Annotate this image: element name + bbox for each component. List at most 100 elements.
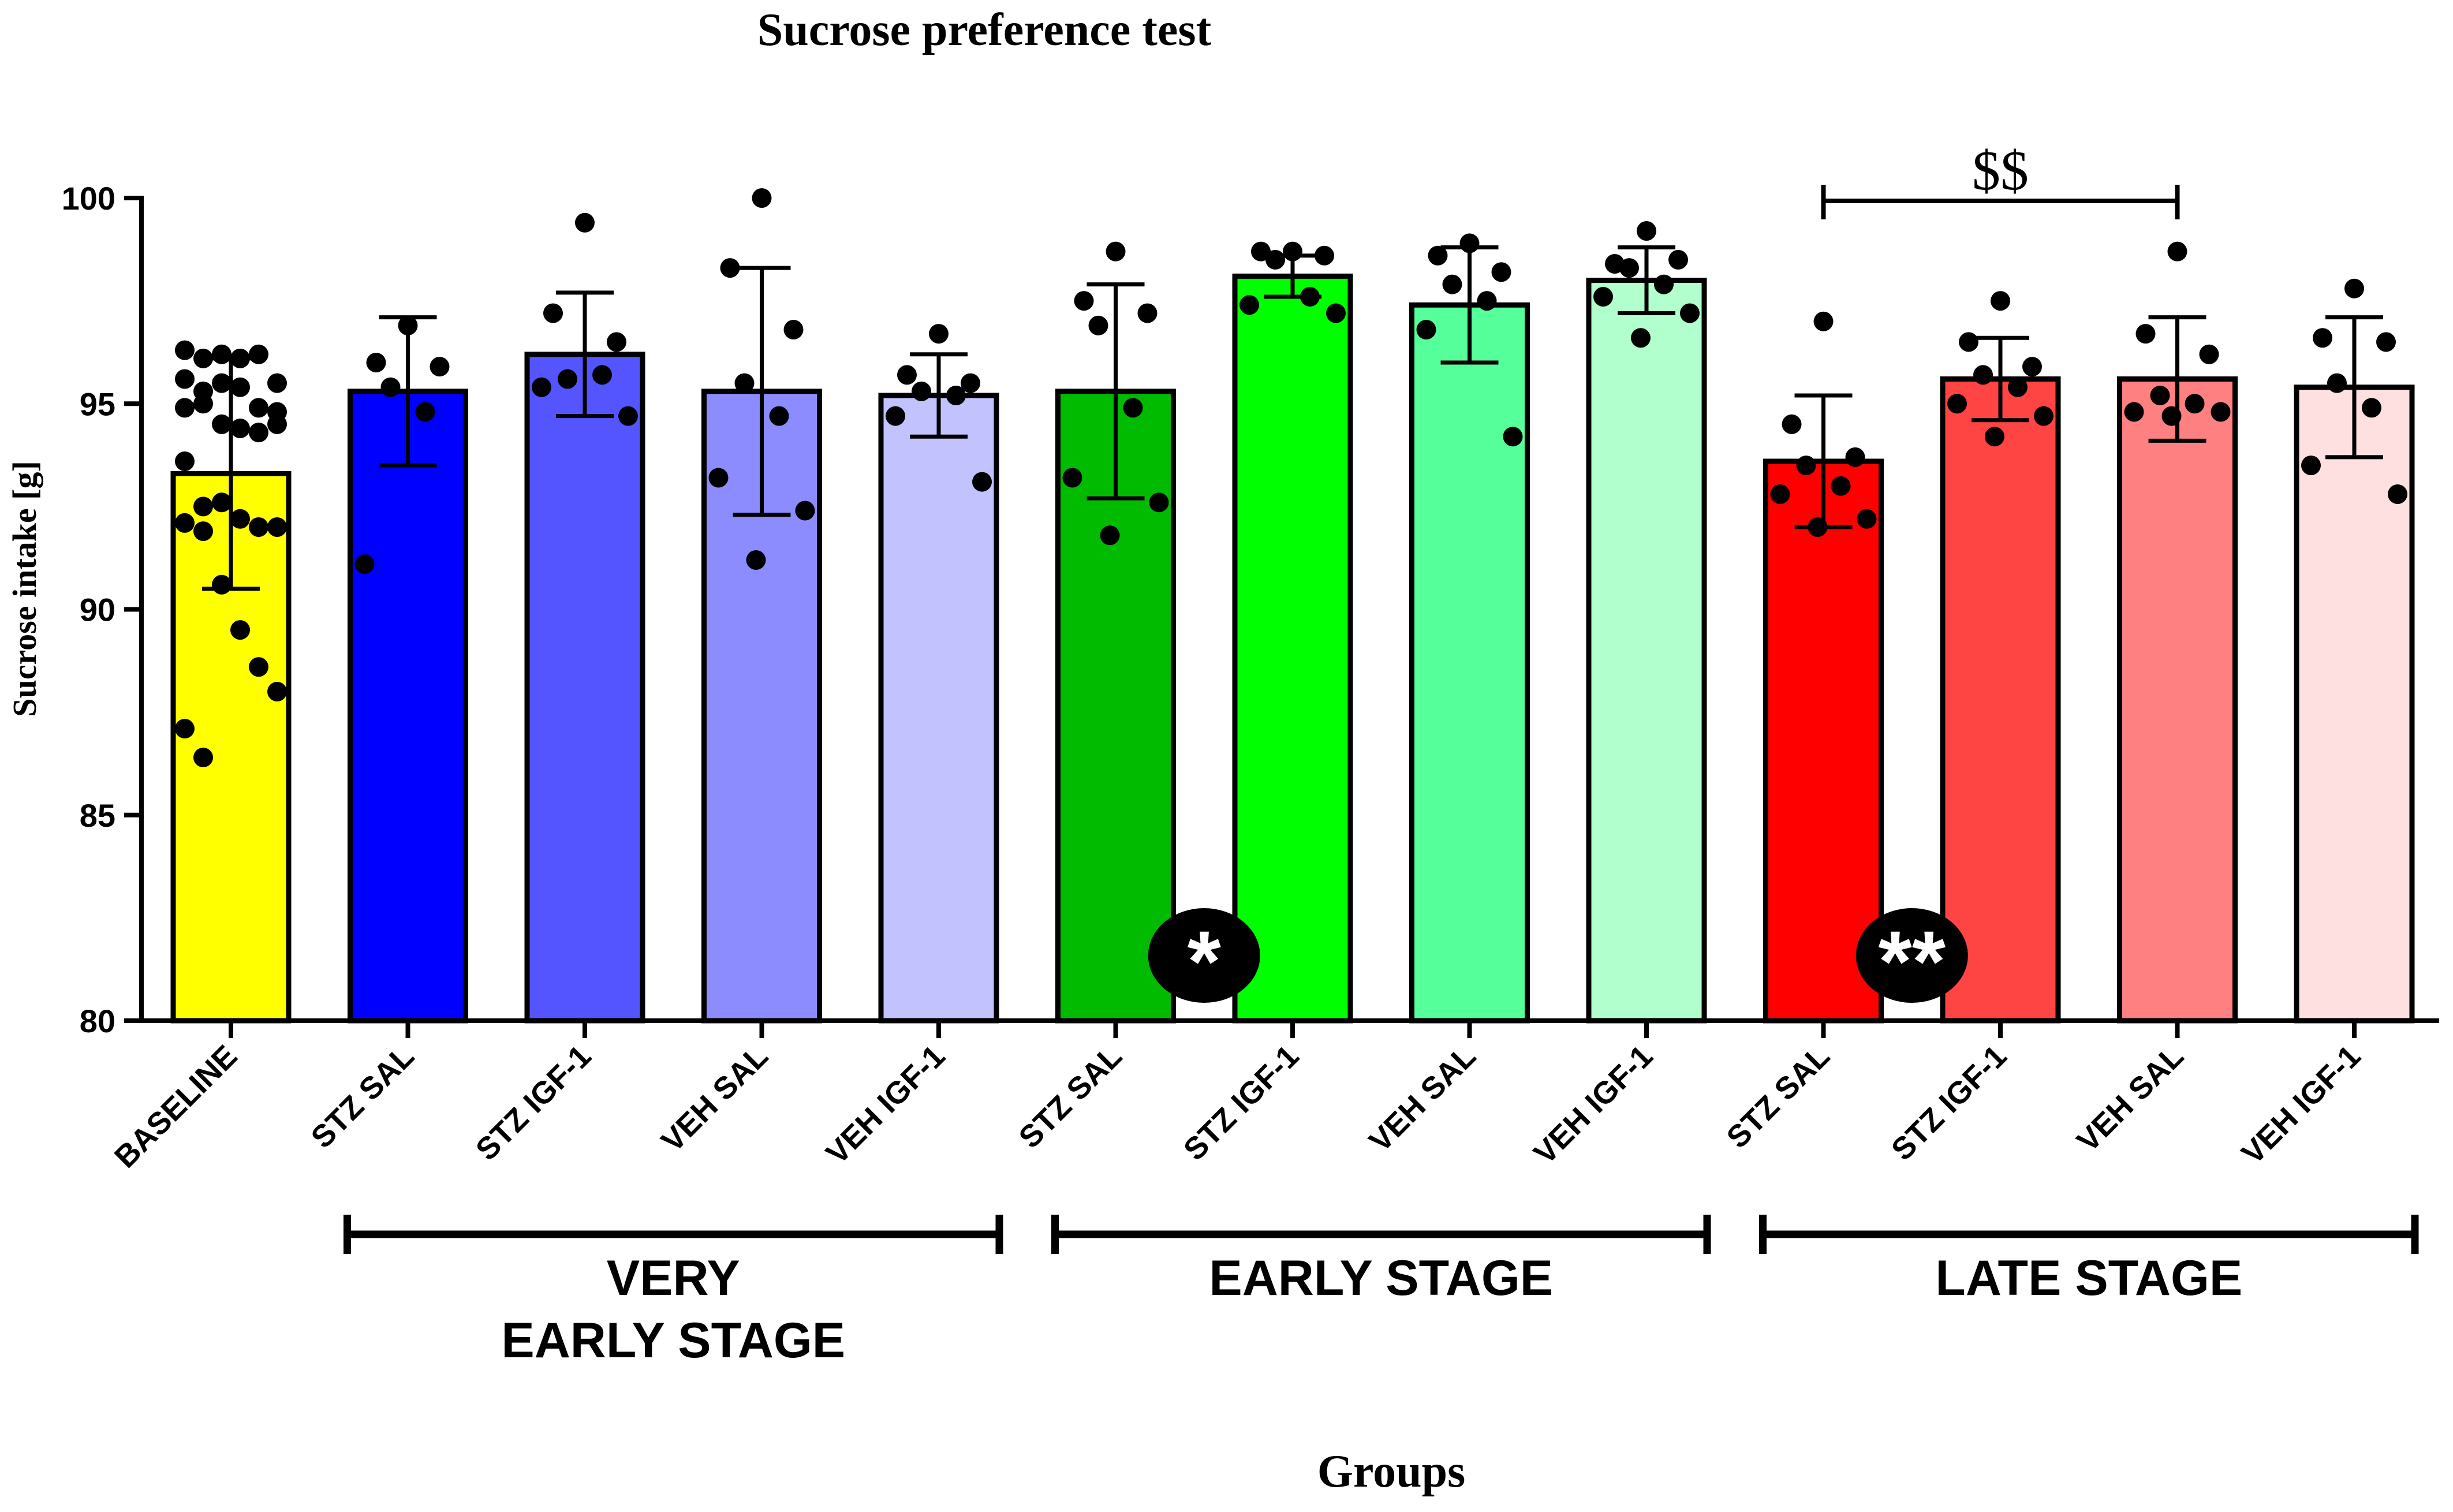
x-tick-label-1: STZ SAL (304, 1039, 421, 1155)
data-point-12-6 (2388, 484, 2407, 504)
data-point-0-14 (212, 414, 232, 434)
data-point-4-1 (897, 365, 917, 385)
data-point-7-3 (1442, 274, 1462, 294)
data-point-2-6 (618, 406, 638, 426)
data-point-0-5 (267, 373, 287, 393)
data-point-0-29 (267, 682, 287, 701)
comparison-label-2: $$ (1972, 140, 2029, 202)
group-label-2-0: LATE STAGE (1935, 1250, 2242, 1306)
data-point-9-4 (1831, 476, 1851, 496)
data-point-11-6 (2211, 402, 2231, 422)
x-tick-label-7: VEH SAL (1362, 1039, 1483, 1159)
data-point-11-4 (2185, 394, 2205, 414)
data-point-0-15 (230, 419, 250, 438)
data-point-12-3 (2327, 373, 2347, 393)
data-point-8-5 (1593, 287, 1613, 307)
plot-area: 80 85 90 95 100 BASELINE STZ SAL STZ IGF-1 VEH S… (62, 140, 2439, 1368)
data-point-0-28 (249, 657, 268, 677)
data-point-1-3 (380, 377, 401, 397)
data-point-4-3 (912, 381, 931, 401)
data-point-9-5 (1770, 484, 1790, 504)
data-point-10-4 (2008, 377, 2028, 397)
data-point-6-0 (1283, 241, 1302, 262)
data-point-8-3 (1619, 258, 1639, 278)
y-tick-label-100: 100 (62, 180, 115, 216)
data-point-5-3 (1088, 315, 1108, 335)
significance-marker-text-1: ** (1878, 913, 1946, 1010)
data-point-3-2 (783, 320, 804, 339)
significance-marker-0 (1148, 908, 1260, 1003)
x-axis-label: Groups (1317, 1446, 1465, 1497)
data-point-10-5 (1947, 394, 1967, 414)
data-point-9-7 (1808, 517, 1828, 537)
bar-1 (348, 389, 468, 1024)
data-point-5-4 (1123, 398, 1143, 418)
data-point-1-5 (354, 554, 375, 574)
x-tick-label-0: BASELINE (108, 1039, 244, 1174)
data-point-2-3 (558, 369, 577, 389)
bar-12 (2294, 384, 2415, 1024)
data-point-6-3 (1265, 249, 1285, 270)
x-tick-label-8: VEH IGF-1 (1527, 1039, 1659, 1171)
x-tick-label-4: VEH IGF-1 (819, 1039, 951, 1171)
data-point-0-13 (193, 394, 213, 414)
data-point-2-4 (592, 365, 612, 385)
bar-11 (2117, 376, 2238, 1024)
data-point-10-2 (2022, 357, 2042, 377)
data-point-0-6 (175, 369, 195, 389)
data-point-12-5 (2301, 456, 2321, 476)
data-point-0-4 (249, 344, 268, 364)
data-point-11-7 (2161, 406, 2182, 426)
data-point-5-1 (1074, 291, 1094, 311)
data-point-0-2 (212, 344, 232, 364)
bar-2 (524, 352, 645, 1024)
data-point-4-4 (946, 386, 966, 405)
data-point-0-26 (212, 574, 232, 595)
data-point-6-6 (1326, 303, 1346, 323)
group-label-0-0: VERY (607, 1250, 740, 1306)
data-point-0-8 (212, 373, 232, 393)
data-point-8-2 (1668, 249, 1688, 270)
data-point-6-4 (1300, 287, 1320, 307)
bar-6 (1232, 273, 1353, 1024)
data-point-0-0 (175, 340, 195, 360)
data-point-8-6 (1680, 303, 1700, 323)
data-point-2-2 (607, 332, 626, 352)
data-point-1-2 (430, 357, 450, 377)
data-point-9-6 (1857, 509, 1877, 529)
data-point-12-0 (2344, 278, 2364, 298)
data-point-8-4 (1654, 274, 1674, 294)
data-point-10-0 (1991, 291, 2010, 311)
data-point-11-1 (2135, 324, 2156, 344)
x-tick-label-11: VEH SAL (2070, 1039, 2190, 1159)
data-point-12-4 (2362, 398, 2381, 418)
data-point-0-25 (193, 521, 213, 542)
data-point-3-1 (720, 258, 740, 278)
data-point-8-0 (1637, 221, 1656, 241)
data-point-0-20 (212, 492, 232, 513)
data-point-11-3 (2150, 386, 2170, 405)
data-point-12-2 (2376, 332, 2396, 352)
y-tick-label-80: 80 (80, 1003, 115, 1039)
data-point-6-5 (1239, 295, 1259, 315)
data-point-3-7 (746, 550, 766, 570)
data-point-6-1 (1251, 241, 1271, 262)
data-point-0-22 (249, 517, 268, 537)
data-point-1-4 (415, 402, 435, 422)
data-point-9-0 (1813, 311, 1834, 331)
data-point-7-0 (1459, 233, 1480, 253)
data-point-11-2 (2199, 344, 2219, 364)
significance-marker-1 (1855, 908, 1968, 1003)
data-point-2-0 (575, 212, 595, 233)
data-point-0-19 (193, 496, 213, 517)
significance-marker-text-0: * (1188, 913, 1222, 1010)
data-point-0-16 (249, 423, 268, 443)
y-tick-label-95: 95 (80, 386, 115, 422)
data-point-4-2 (961, 373, 980, 393)
bar-7 (1409, 302, 1530, 1024)
x-tick-label-2: STZ IGF-1 (469, 1039, 598, 1167)
data-point-0-21 (230, 509, 250, 529)
y-tick-label-90: 90 (80, 592, 115, 628)
data-point-4-0 (929, 324, 949, 344)
